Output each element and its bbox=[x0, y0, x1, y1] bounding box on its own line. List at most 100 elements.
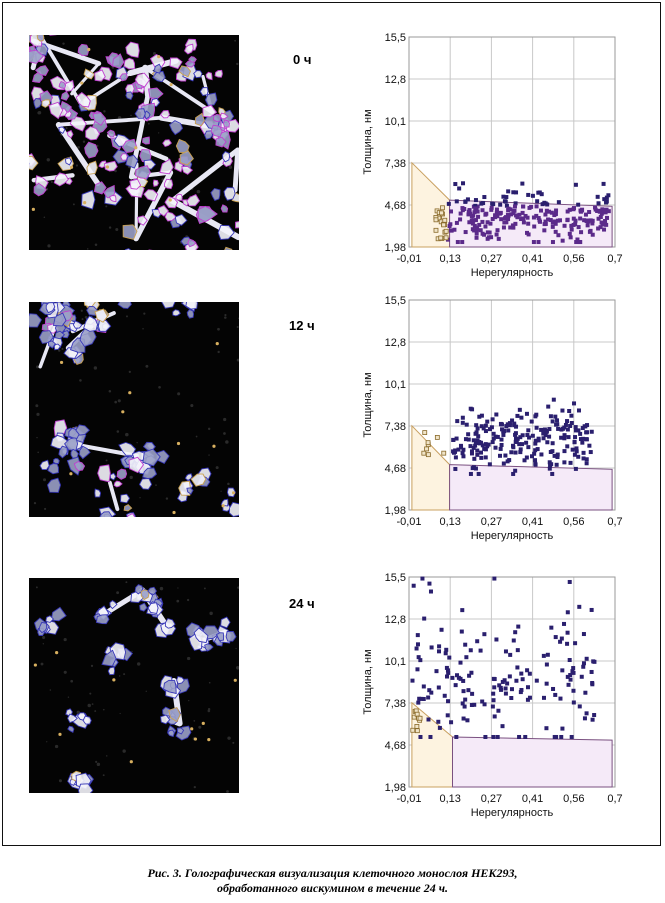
data-point bbox=[588, 228, 593, 233]
data-point bbox=[489, 205, 494, 210]
background-speck bbox=[91, 703, 94, 705]
data-point bbox=[557, 218, 562, 223]
data-point bbox=[513, 450, 518, 455]
cell-outline bbox=[147, 87, 164, 100]
data-point bbox=[474, 225, 479, 230]
background-speck bbox=[102, 708, 105, 711]
data-point bbox=[462, 704, 467, 709]
data-point bbox=[428, 589, 433, 594]
data-point bbox=[596, 201, 601, 206]
data-point bbox=[494, 637, 499, 642]
data-point bbox=[573, 466, 578, 471]
data-point bbox=[550, 224, 555, 229]
background-speck bbox=[44, 507, 47, 511]
data-point bbox=[490, 417, 495, 422]
cell-outline bbox=[151, 70, 166, 83]
data-point bbox=[597, 208, 602, 213]
background-speck bbox=[237, 586, 239, 589]
data-point bbox=[505, 212, 510, 217]
data-point bbox=[414, 646, 419, 651]
data-point-outlier bbox=[414, 724, 420, 729]
data-point bbox=[569, 421, 574, 426]
cell-outline bbox=[125, 41, 140, 58]
background-speck bbox=[217, 327, 220, 331]
data-point bbox=[563, 422, 568, 427]
cell-outline bbox=[172, 309, 181, 317]
y-tick-label: 15,5 bbox=[385, 32, 406, 44]
cell-outline bbox=[142, 448, 161, 467]
data-point bbox=[569, 734, 574, 739]
data-point bbox=[572, 439, 577, 444]
data-point bbox=[573, 425, 578, 430]
data-point bbox=[455, 673, 460, 678]
data-point bbox=[459, 629, 464, 634]
data-point-outlier bbox=[410, 727, 416, 733]
data-point bbox=[463, 697, 468, 702]
data-point bbox=[518, 690, 523, 695]
data-point bbox=[491, 431, 496, 436]
data-point bbox=[534, 678, 539, 683]
data-point bbox=[485, 230, 490, 235]
background-speck bbox=[43, 216, 46, 219]
data-point bbox=[470, 407, 475, 412]
cell-outline bbox=[188, 56, 197, 63]
background-speck bbox=[49, 689, 52, 691]
background-speck bbox=[75, 164, 79, 167]
background-speck bbox=[122, 749, 126, 753]
background-speck bbox=[35, 365, 39, 369]
data-point bbox=[477, 414, 482, 419]
background-speck bbox=[105, 205, 108, 208]
cell-outline bbox=[121, 138, 138, 153]
data-point bbox=[543, 212, 548, 217]
data-point bbox=[555, 455, 560, 460]
data-point bbox=[470, 221, 475, 226]
background-speck bbox=[63, 637, 67, 642]
cell-outline bbox=[219, 112, 229, 120]
cell-outline bbox=[120, 153, 128, 161]
data-point bbox=[474, 231, 479, 236]
cell-outline bbox=[48, 340, 56, 349]
data-point bbox=[547, 460, 552, 465]
data-point bbox=[473, 206, 478, 211]
data-point bbox=[482, 446, 487, 451]
data-point bbox=[515, 665, 520, 670]
data-point bbox=[427, 581, 432, 586]
cell-outline bbox=[118, 442, 137, 456]
y-tick-label: 15,5 bbox=[385, 295, 406, 307]
background-speck bbox=[108, 390, 112, 393]
y-axis-label: Толщина, нм bbox=[362, 649, 374, 714]
x-tick-label: 0,27 bbox=[481, 253, 502, 265]
data-point bbox=[565, 209, 570, 214]
data-point bbox=[585, 218, 590, 223]
cell-outline bbox=[123, 504, 133, 512]
cell-outline bbox=[85, 126, 101, 141]
x-tick-label: 0,13 bbox=[439, 793, 460, 805]
cell-outline bbox=[54, 330, 66, 340]
background-speck bbox=[235, 666, 239, 670]
data-point bbox=[542, 228, 547, 233]
cell-outline bbox=[29, 313, 42, 328]
data-point bbox=[599, 220, 604, 225]
micrograph-0h bbox=[29, 35, 239, 250]
data-point bbox=[562, 425, 567, 430]
data-point bbox=[584, 711, 589, 716]
background-speck bbox=[147, 122, 150, 125]
data-point bbox=[469, 451, 474, 456]
data-point-outlier bbox=[439, 210, 445, 216]
data-point bbox=[483, 224, 488, 229]
data-point bbox=[482, 195, 487, 200]
gold-marker bbox=[69, 472, 73, 476]
data-point bbox=[583, 690, 588, 695]
data-point bbox=[499, 687, 504, 692]
data-point bbox=[573, 218, 578, 223]
micrograph-svg bbox=[33, 581, 239, 793]
data-point bbox=[491, 734, 496, 739]
cell-outline bbox=[147, 586, 157, 596]
data-point bbox=[475, 426, 480, 431]
micrograph-12h bbox=[29, 302, 239, 517]
data-point bbox=[415, 642, 420, 647]
cell-outline bbox=[168, 120, 184, 136]
data-point bbox=[523, 213, 528, 218]
data-point bbox=[463, 437, 468, 442]
data-point bbox=[587, 210, 592, 215]
